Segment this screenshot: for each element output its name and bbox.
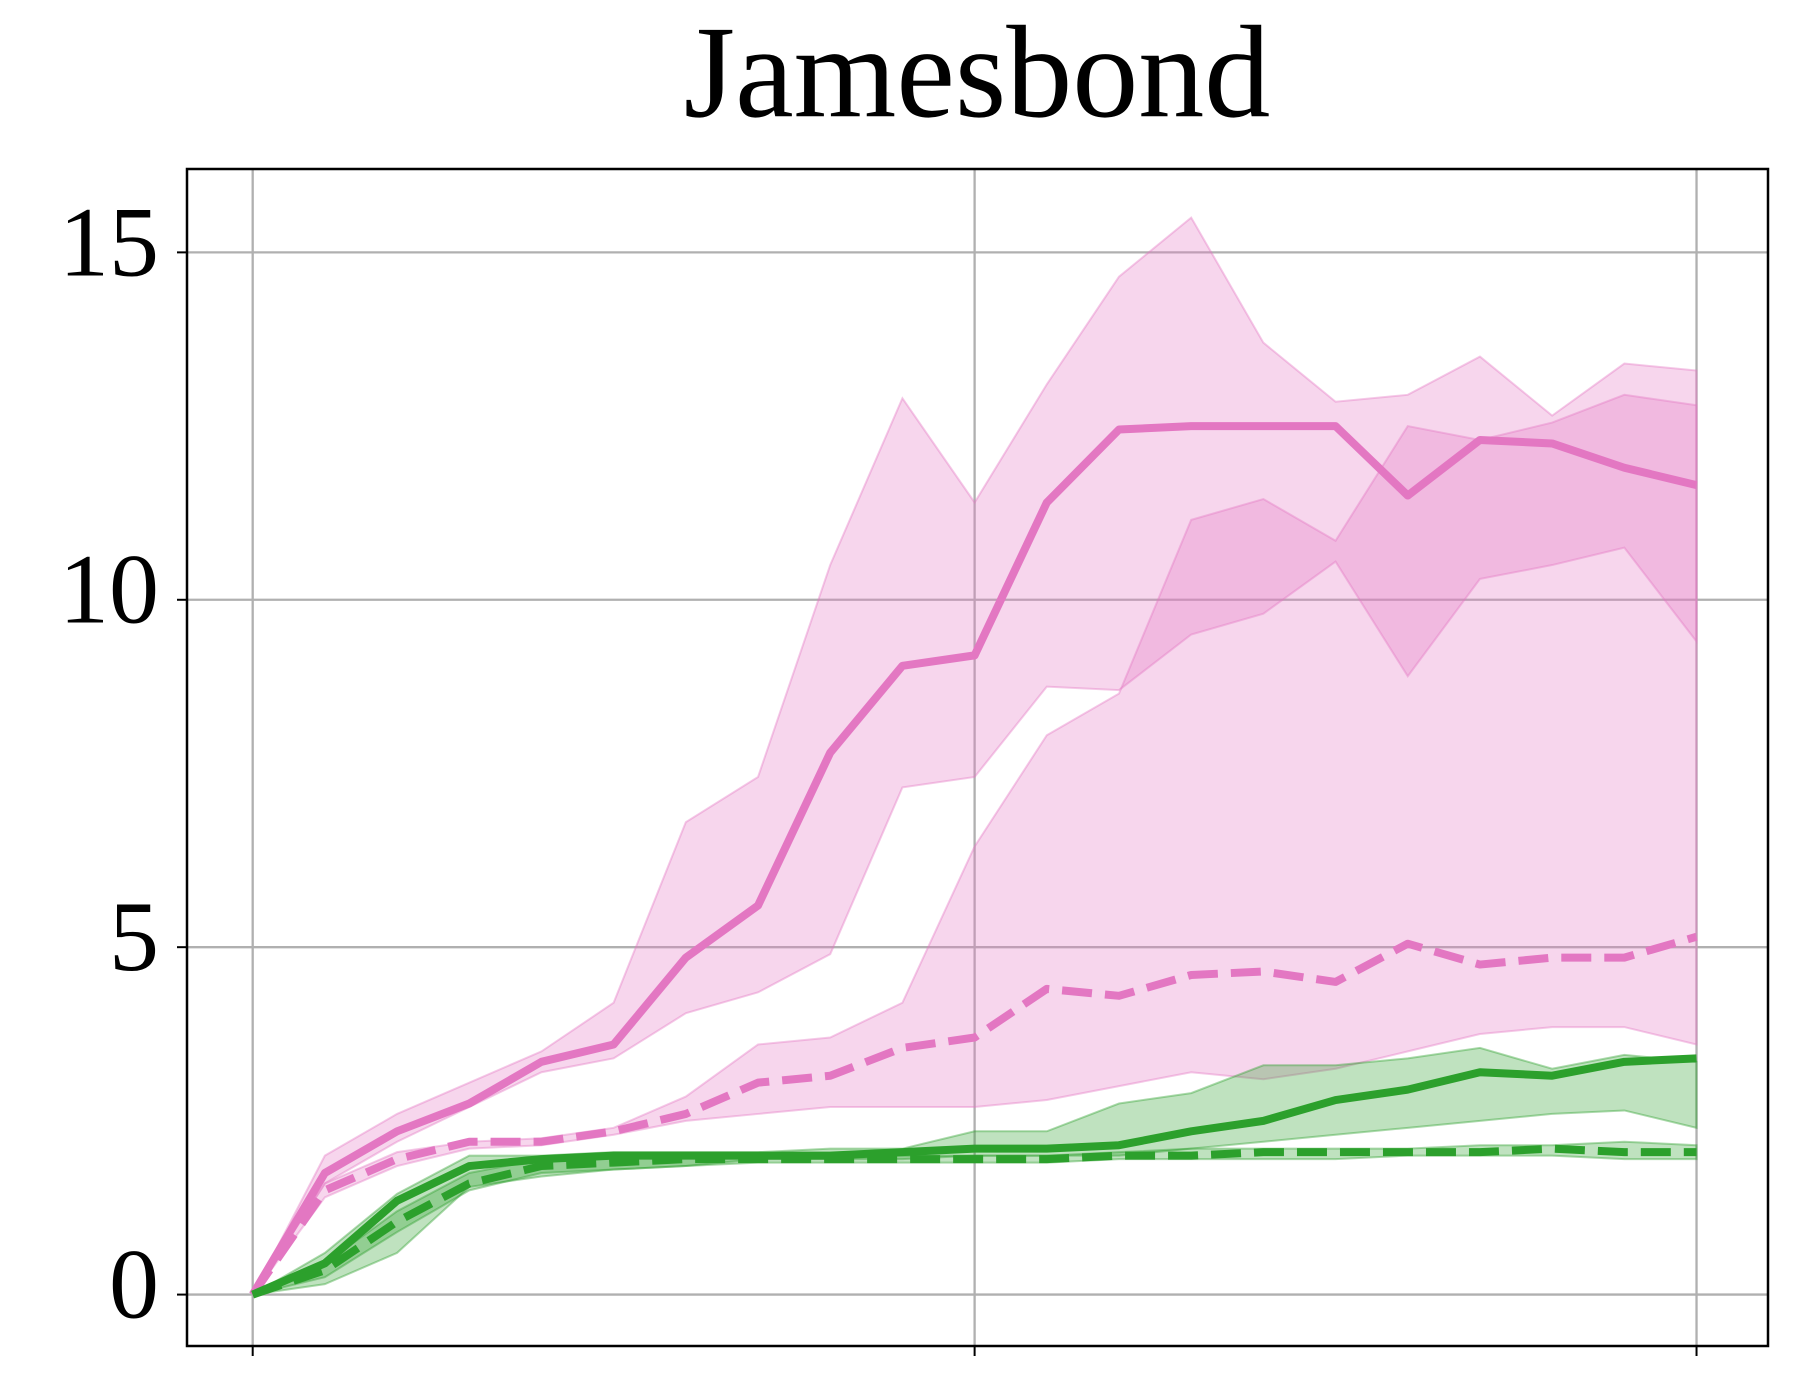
line bbox=[249, 422, 1698, 1297]
line bbox=[249, 932, 1698, 1297]
y-tick-label: 0 bbox=[109, 1229, 159, 1340]
error-band bbox=[251, 393, 1698, 1296]
error-band bbox=[251, 216, 1698, 1296]
y-tick-label: 15 bbox=[59, 186, 159, 297]
y-tick-label: 10 bbox=[59, 534, 159, 645]
line bbox=[251, 1144, 1697, 1299]
line bbox=[251, 1054, 1697, 1299]
plot-frame bbox=[185, 167, 1770, 1348]
chart-title: Jamesbond bbox=[684, 0, 1271, 145]
y-tick-label: 5 bbox=[109, 881, 159, 992]
